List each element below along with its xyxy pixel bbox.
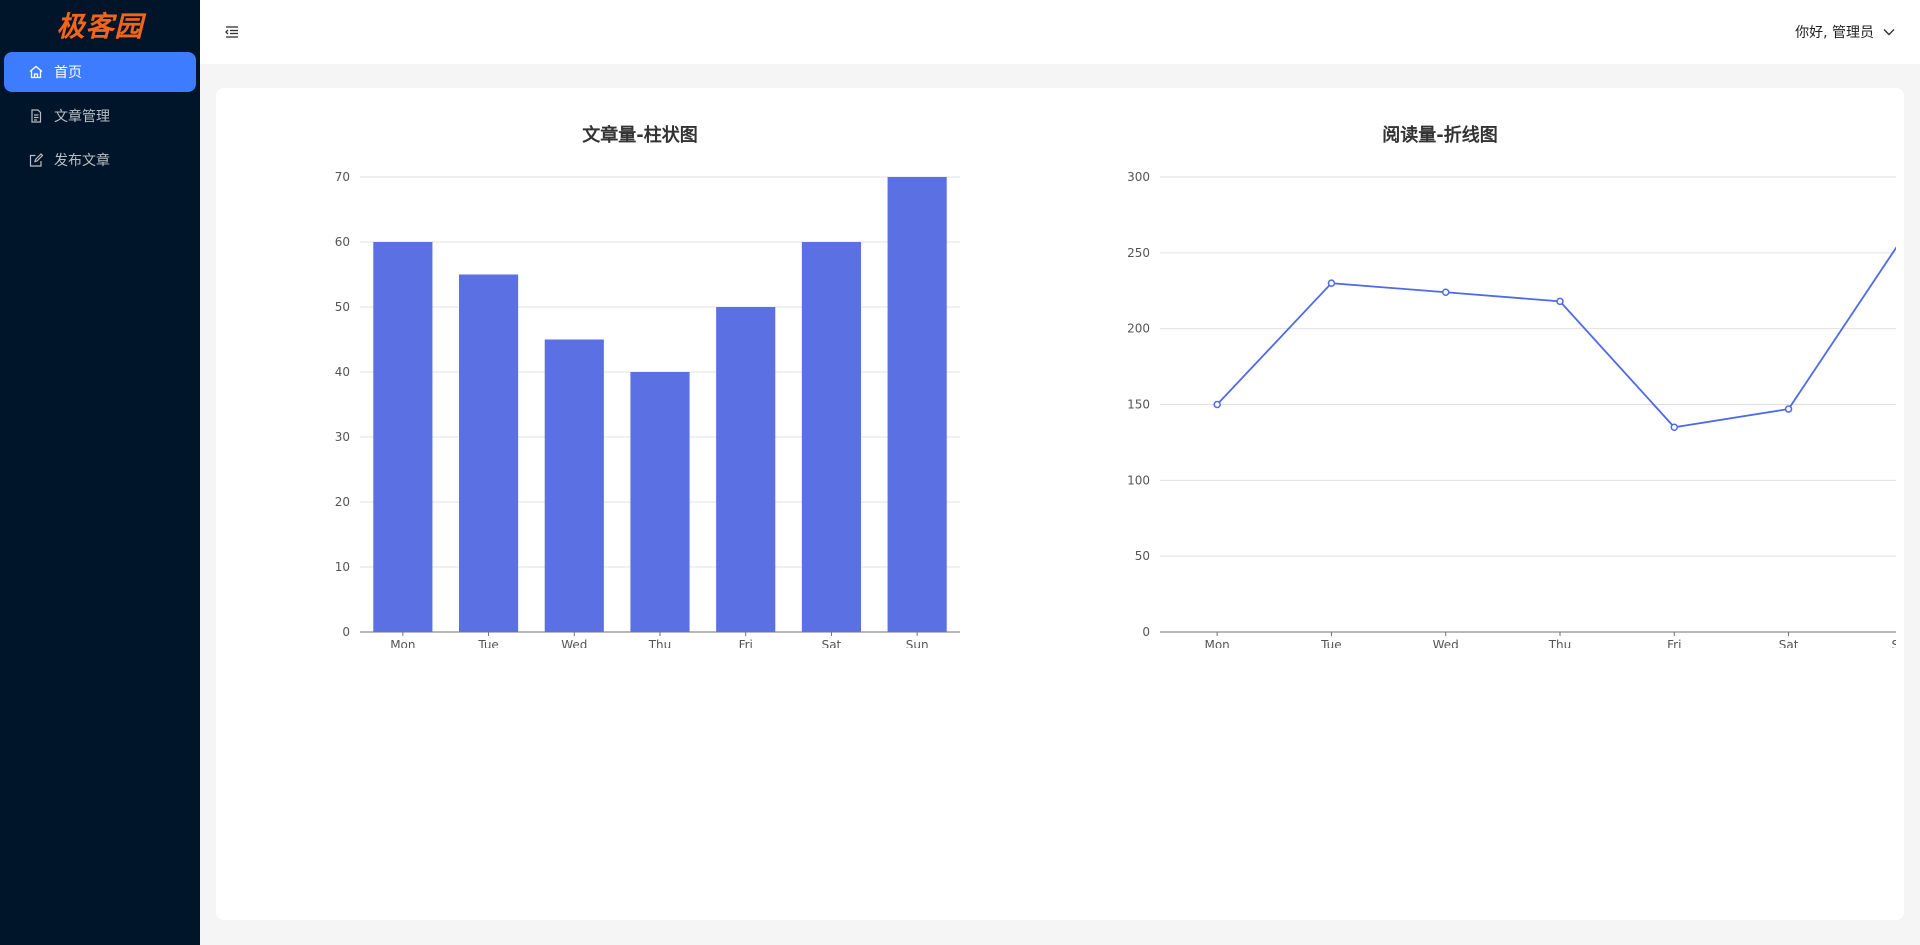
x-tick-label: Fri (739, 638, 753, 648)
dashboard-content: 文章量-柱状图 0 10 20 30 40 50 60 70 Mon Tue Wed Thu Fri Sat… (216, 88, 1904, 920)
y-tick-label: 40 (335, 365, 350, 379)
x-tick-label: Sun (1891, 638, 1896, 648)
sidebar: 极客园 首页 文章管理 发布文章 (0, 0, 200, 945)
sidebar-menu: 首页 文章管理 发布文章 (0, 52, 200, 180)
x-tick-label: Wed (1433, 638, 1459, 648)
bar-chart: 文章量-柱状图 0 10 20 30 40 50 60 70 Mon Tue Wed Thu Fri Sat… (335, 124, 960, 648)
sidebar-item-articles[interactable]: 文章管理 (4, 96, 196, 136)
sidebar-item-home[interactable]: 首页 (4, 52, 196, 92)
sidebar-item-label: 发布文章 (54, 153, 110, 169)
x-tick-label: Sun (906, 638, 929, 648)
x-tick-label: Thu (648, 638, 672, 648)
sidebar-item-label: 首页 (54, 65, 82, 81)
data-point (1784, 405, 1793, 413)
data-point (1441, 288, 1450, 297)
y-tick-label: 100 (1127, 473, 1150, 487)
logo: 极客园 (56, 10, 144, 43)
x-tick-label: Mon (1204, 638, 1229, 648)
bar (801, 242, 861, 632)
y-tick-label: 20 (335, 495, 350, 509)
y-tick-label: 300 (1127, 170, 1150, 184)
top-header: 你好, 管理员 (200, 0, 1920, 64)
data-point (1556, 297, 1564, 306)
y-tick-label: 30 (335, 430, 350, 444)
home-icon (28, 64, 44, 80)
edit-icon (28, 152, 44, 168)
y-tick-label: 50 (1135, 549, 1150, 563)
bar (544, 339, 604, 632)
y-tick-label: 60 (335, 235, 350, 249)
y-tick-label: 0 (342, 625, 350, 639)
x-tick-label: Fri (1667, 638, 1681, 648)
user-menu[interactable]: 你好, 管理员 (1795, 22, 1896, 42)
chevron-down-icon (1882, 25, 1896, 39)
x-tick-label: Wed (561, 638, 587, 648)
y-tick-label: 0 (1142, 625, 1150, 639)
bar (373, 242, 433, 632)
x-tick-label: Mon (390, 638, 415, 648)
chart-title: 文章量-柱状图 (582, 124, 697, 146)
y-tick-label: 250 (1127, 246, 1150, 260)
menu-fold-icon[interactable] (224, 24, 240, 40)
sidebar-item-publish[interactable]: 发布文章 (4, 140, 196, 180)
bar (459, 274, 519, 632)
sidebar-item-label: 文章管理 (54, 109, 110, 125)
y-tick-label: 200 (1127, 322, 1150, 336)
x-tick-label: Tue (1320, 638, 1342, 648)
x-tick-label: Sat (1779, 638, 1799, 648)
line-chart: 阅读量-折线图 0 50 100 150 200 250 300 Mon Tue Wed Thu Fri… (1127, 124, 1896, 648)
series-line (1216, 246, 1896, 429)
y-tick-label: 150 (1127, 398, 1150, 412)
data-point (1327, 279, 1336, 287)
file-icon (28, 108, 44, 124)
bar (887, 177, 947, 632)
x-tick-label: Thu (1548, 638, 1572, 648)
chart-title: 阅读量-折线图 (1382, 124, 1497, 146)
x-tick-label: Sat (822, 638, 842, 648)
bar (630, 372, 690, 632)
x-tick-label: Tue (477, 638, 499, 648)
y-tick-label: 70 (335, 170, 350, 184)
bar (716, 307, 776, 632)
y-tick-label: 50 (335, 300, 350, 314)
user-greeting: 你好, 管理员 (1795, 25, 1874, 41)
data-point (1213, 400, 1221, 409)
data-point (1670, 423, 1679, 431)
y-tick-label: 10 (335, 560, 350, 574)
